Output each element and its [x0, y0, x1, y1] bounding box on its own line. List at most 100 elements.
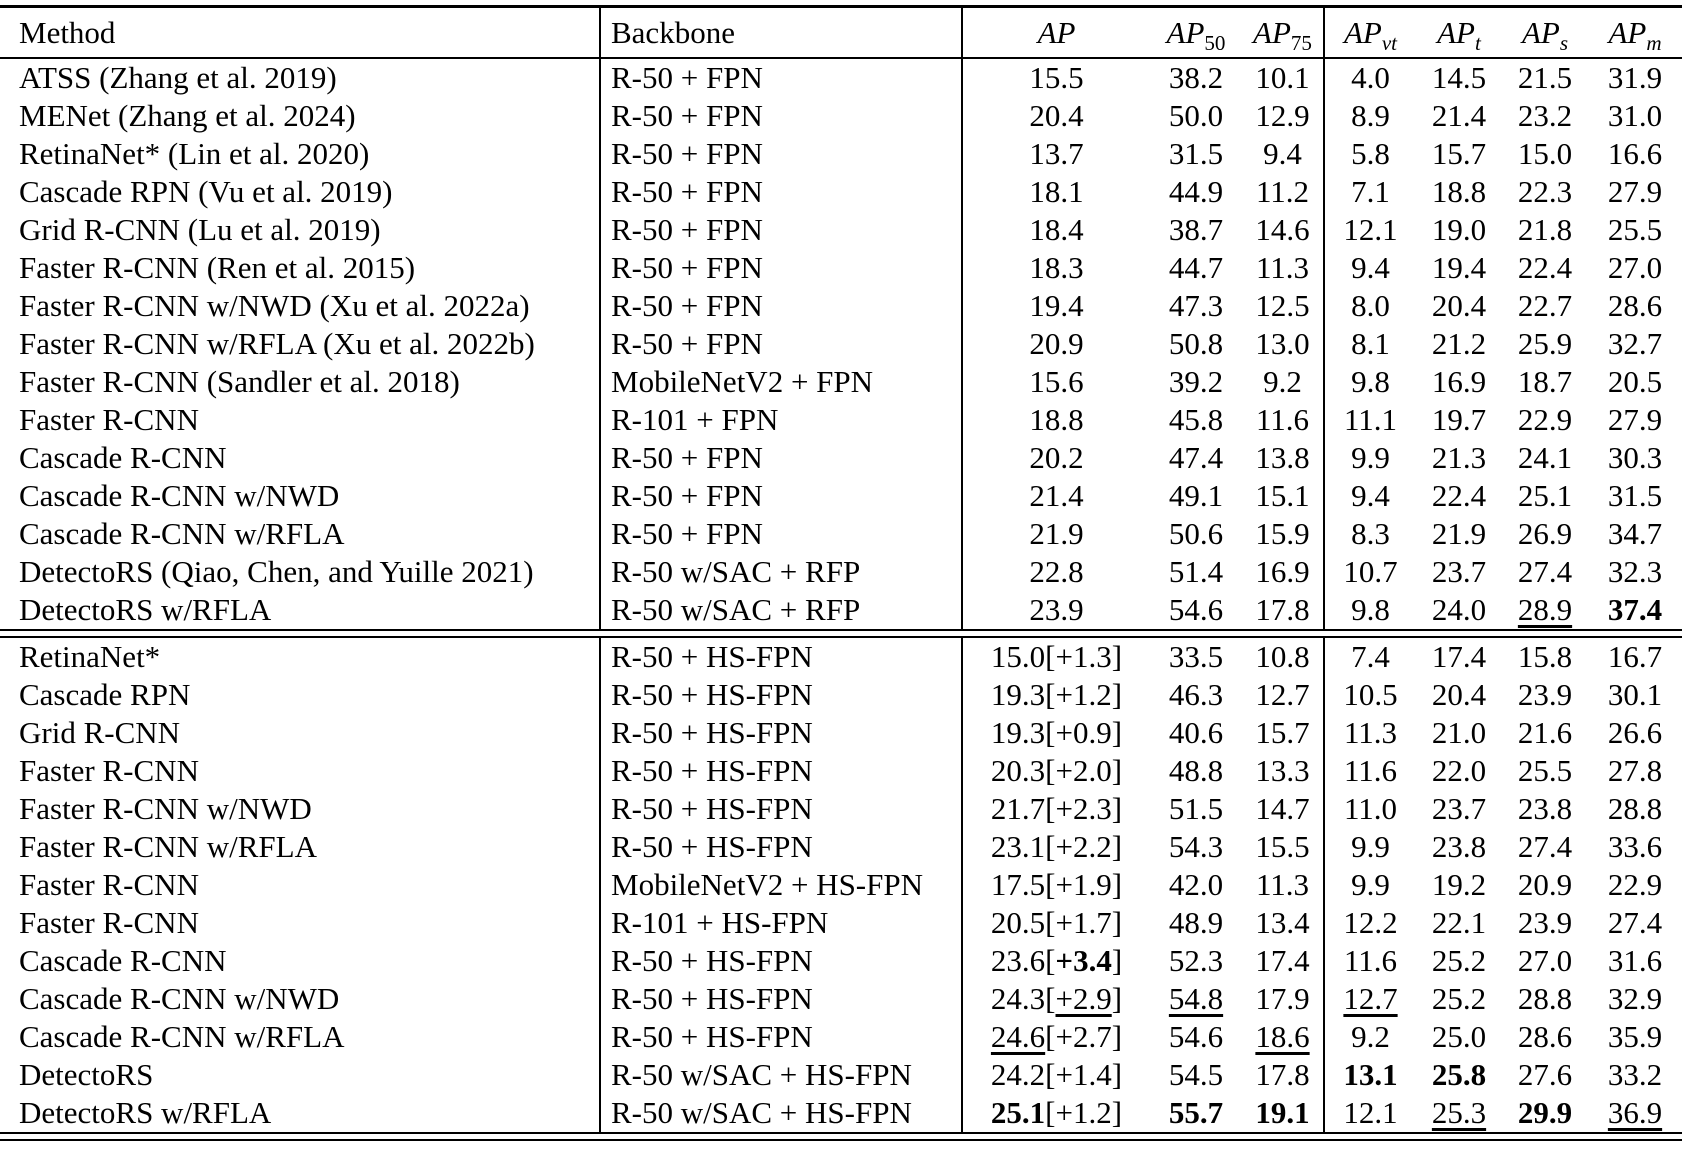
cell-metric: 25.3 [1431, 1095, 1487, 1130]
table-row: Cascade R-CNN w/NWD R-50 + FPN 21.4 49.1 15.… [0, 477, 1682, 515]
cell-metric: 44.7 [1168, 250, 1224, 285]
section-separator [0, 629, 1682, 638]
cell-backbone: R-50 + FPN [600, 135, 963, 173]
cell-backbone: R-50 + FPN [600, 249, 963, 287]
cell-metric: 46.3 [1168, 677, 1224, 712]
cell-metric: 22.8 [1029, 554, 1084, 589]
cell-metric: 47.4 [1168, 440, 1224, 475]
cell-metric: 35.9 [1607, 1019, 1663, 1054]
table-row: Cascade R-CNN R-50 + HS-FPN 23.6[+3.4] 52.3… [0, 942, 1682, 980]
cell-metric: 9.9 [1351, 829, 1390, 864]
cell-method: Cascade R-CNN [0, 439, 601, 477]
cell-metric: 31.5 [1168, 136, 1224, 171]
cell-metric: 31.9 [1607, 60, 1663, 95]
cell-metric: 17.8 [1242, 591, 1325, 630]
cell-metric: 39.2 [1168, 364, 1224, 399]
cell-metric: 22.4 [1431, 478, 1487, 513]
table-row: DetectoRS w/RFLA R-50 w/SAC + RFP 23.9 54.6… [0, 591, 1682, 630]
cell-metric: 23.8 [1431, 829, 1487, 864]
cell-metric: 13.3 [1242, 752, 1325, 790]
cell-metric: 9.8 [1351, 364, 1390, 399]
cell-metric: 20.2 [1029, 440, 1084, 475]
cell-metric: 21.4 [1029, 478, 1084, 513]
cell-metric: 38.7 [1168, 212, 1224, 247]
cell-backbone: R-50 + HS-FPN [600, 714, 963, 752]
cell-metric: 27.9 [1607, 402, 1663, 437]
cell-metric: 54.6 [1168, 592, 1224, 627]
cell-metric: 54.5 [1168, 1057, 1224, 1092]
cell-metric: 23.7 [1431, 791, 1487, 826]
col-header-aps: APs [1502, 6, 1588, 59]
cell-metric: 10.7 [1343, 554, 1398, 589]
cell-metric: 36.9 [1607, 1095, 1663, 1130]
cell-metric: 20.3[+2.0] [990, 753, 1123, 788]
cell-metric: 55.7 [1168, 1095, 1224, 1130]
table-row: Cascade R-CNN w/RFLA R-50 + FPN 21.9 50.6 15… [0, 515, 1682, 553]
cell-metric: 33.6 [1607, 829, 1663, 864]
cell-metric: 15.5 [1029, 60, 1084, 95]
table-row: Faster R-CNN w/RFLA R-50 + HS-FPN 23.1[+2.… [0, 828, 1682, 866]
cell-metric: 8.9 [1351, 98, 1390, 133]
cell-metric: 11.0 [1343, 791, 1398, 826]
cell-metric: 51.5 [1168, 791, 1224, 826]
cell-metric: 20.4 [1431, 677, 1487, 712]
rule [0, 1132, 1682, 1141]
cell-method: RetinaNet* (Lin et al. 2020) [0, 135, 601, 173]
cell-metric: 23.9 [1517, 677, 1573, 712]
cell-metric: 8.3 [1351, 516, 1390, 551]
cell-metric: 34.7 [1607, 516, 1663, 551]
cell-metric: 12.1 [1343, 212, 1398, 247]
col-header-ap50: AP50 [1150, 6, 1242, 59]
cell-metric: 9.2 [1242, 363, 1325, 401]
cell-metric: 11.6 [1343, 753, 1398, 788]
cell-backbone: R-50 + FPN [600, 325, 963, 363]
cell-metric: 15.7 [1431, 136, 1487, 171]
cell-metric: 19.1 [1242, 1094, 1325, 1133]
cell-metric: 24.0 [1431, 592, 1487, 627]
cell-metric: 15.6 [1029, 364, 1084, 399]
table-row: DetectoRS (Qiao, Chen, and Yuille 2021) R… [0, 553, 1682, 591]
cell-method: Cascade R-CNN [0, 942, 601, 980]
cell-metric: 23.9 [1517, 905, 1573, 940]
cell-metric: 14.5 [1431, 60, 1487, 95]
cell-metric: 8.0 [1351, 288, 1390, 323]
cell-metric: 22.7 [1517, 288, 1573, 323]
cell-metric: 23.1[+2.2] [990, 829, 1123, 864]
cell-metric: 10.5 [1343, 677, 1398, 712]
cell-metric: 17.4 [1431, 639, 1487, 674]
cell-backbone: R-50 w/SAC + RFP [600, 591, 963, 630]
cell-metric: 15.8 [1517, 639, 1573, 674]
cell-metric: 48.9 [1168, 905, 1224, 940]
col-header-apm: APm [1588, 6, 1682, 59]
cell-metric: 15.0 [1517, 136, 1573, 171]
cell-metric: 19.2 [1431, 867, 1487, 902]
cell-metric: 31.6 [1607, 943, 1663, 978]
cell-metric: 30.1 [1607, 677, 1663, 712]
cell-metric: 25.8 [1431, 1057, 1487, 1092]
cell-method: Faster R-CNN w/NWD (Xu et al. 2022a) [0, 287, 601, 325]
cell-method: ATSS (Zhang et al. 2019) [0, 58, 601, 97]
cell-metric: 5.8 [1351, 136, 1390, 171]
cell-method: DetectoRS [0, 1056, 601, 1094]
table-row: Cascade R-CNN w/NWD R-50 + HS-FPN 24.3[+2.… [0, 980, 1682, 1018]
cell-metric: 51.4 [1168, 554, 1224, 589]
col-header-ap75: AP75 [1242, 6, 1325, 59]
cell-metric: 17.8 [1242, 1056, 1325, 1094]
cell-metric: 20.9 [1029, 326, 1084, 361]
cell-metric: 21.4 [1431, 98, 1487, 133]
cell-metric: 25.5 [1607, 212, 1663, 247]
cell-metric: 12.9 [1242, 97, 1325, 135]
cell-method: Cascade RPN (Vu et al. 2019) [0, 173, 601, 211]
cell-metric: 7.1 [1351, 174, 1390, 209]
cell-metric: 27.6 [1517, 1057, 1573, 1092]
cell-backbone: R-50 w/SAC + HS-FPN [600, 1056, 963, 1094]
cell-metric: 29.9 [1517, 1095, 1573, 1130]
cell-backbone: R-50 + FPN [600, 439, 963, 477]
cell-metric: 54.6 [1168, 1019, 1224, 1054]
cell-backbone: R-50 + HS-FPN [600, 828, 963, 866]
cell-method: Faster R-CNN w/RFLA (Xu et al. 2022b) [0, 325, 601, 363]
cell-metric: 25.2 [1431, 943, 1487, 978]
cell-backbone: R-50 + HS-FPN [600, 637, 963, 676]
cell-method: Faster R-CNN w/NWD [0, 790, 601, 828]
table-row: MENet (Zhang et al. 2024) R-50 + FPN 20.4 5… [0, 97, 1682, 135]
